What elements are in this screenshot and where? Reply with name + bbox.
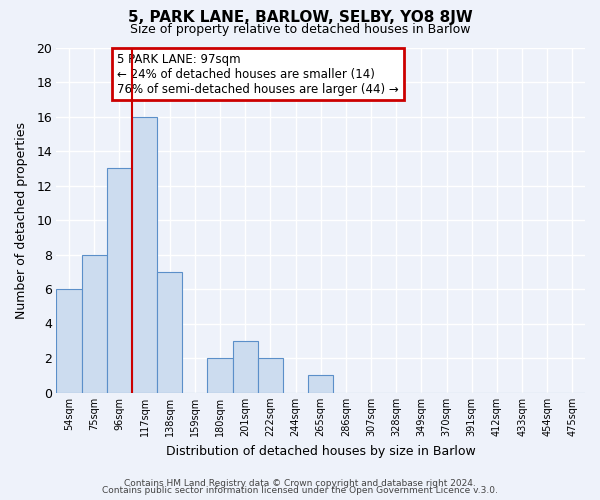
Bar bbox=[56, 289, 82, 393]
Text: Size of property relative to detached houses in Barlow: Size of property relative to detached ho… bbox=[130, 22, 470, 36]
Bar bbox=[258, 358, 283, 392]
Text: Contains public sector information licensed under the Open Government Licence v.: Contains public sector information licen… bbox=[102, 486, 498, 495]
Bar bbox=[308, 375, 333, 392]
Bar bbox=[208, 358, 233, 392]
Bar bbox=[82, 254, 107, 392]
Bar bbox=[132, 116, 157, 392]
Y-axis label: Number of detached properties: Number of detached properties bbox=[15, 122, 28, 318]
Bar bbox=[233, 341, 258, 392]
Bar bbox=[107, 168, 132, 392]
Text: 5 PARK LANE: 97sqm
← 24% of detached houses are smaller (14)
76% of semi-detache: 5 PARK LANE: 97sqm ← 24% of detached hou… bbox=[117, 52, 399, 96]
Text: Contains HM Land Registry data © Crown copyright and database right 2024.: Contains HM Land Registry data © Crown c… bbox=[124, 478, 476, 488]
Text: 5, PARK LANE, BARLOW, SELBY, YO8 8JW: 5, PARK LANE, BARLOW, SELBY, YO8 8JW bbox=[128, 10, 472, 25]
X-axis label: Distribution of detached houses by size in Barlow: Distribution of detached houses by size … bbox=[166, 444, 476, 458]
Bar bbox=[157, 272, 182, 392]
